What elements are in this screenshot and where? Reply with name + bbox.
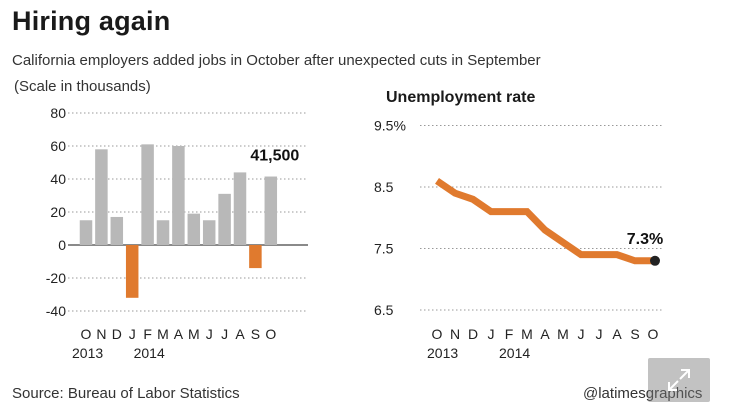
bar xyxy=(141,144,154,245)
bar-x-tick-label: M xyxy=(157,326,169,342)
unemployment-line xyxy=(435,177,653,265)
bar xyxy=(110,216,124,245)
line-x-tick-label: O xyxy=(648,326,659,342)
line-year-label: 2013 xyxy=(427,345,458,361)
line-x-tick-label: F xyxy=(505,326,514,342)
bar xyxy=(172,146,185,245)
bar xyxy=(264,176,278,245)
bar-x-tick-label: O xyxy=(265,326,276,342)
chart-title: Hiring again xyxy=(12,6,171,36)
bar-x-tick-label: D xyxy=(112,326,122,342)
bar-x-tick-label: M xyxy=(188,326,200,342)
line-x-tick-label: N xyxy=(450,326,460,342)
line-x-tick-label: J xyxy=(596,326,603,342)
bar-y-tick-label: 80 xyxy=(50,105,66,121)
bar-x-tick-label: F xyxy=(143,326,152,342)
bar xyxy=(125,245,139,298)
bar xyxy=(202,220,216,245)
source-note: Source: Bureau of Labor Statistics xyxy=(12,385,240,402)
line-x-tick-label: J xyxy=(488,326,495,342)
chart-subtitle: California employers added jobs in Octob… xyxy=(12,52,541,69)
bar xyxy=(249,245,262,269)
scale-note: (Scale in thousands) xyxy=(14,78,151,95)
expand-icon xyxy=(668,369,690,391)
bar-y-tick-label: 60 xyxy=(50,138,66,154)
bar-y-tick-label: 20 xyxy=(50,204,66,220)
bar-x-tick-label: S xyxy=(251,326,260,342)
bar-callout-label: 41,500 xyxy=(250,148,299,165)
last-value-point xyxy=(650,255,660,266)
bar-y-tick-label: -20 xyxy=(46,270,66,286)
line-y-tick-label: 8.5 xyxy=(374,179,394,195)
bar-x-tick-label: A xyxy=(235,326,245,342)
bar-x-tick-label: J xyxy=(206,326,213,342)
bar-year-label: 2014 xyxy=(134,345,165,361)
bar-x-tick-label: J xyxy=(129,326,136,342)
bar-x-tick-label: A xyxy=(174,326,184,342)
bar-x-tick-label: N xyxy=(96,326,106,342)
unemployment-chart-title: Unemployment rate xyxy=(386,89,536,106)
bar xyxy=(233,172,247,245)
expand-button[interactable] xyxy=(648,358,710,402)
line-x-tick-label: M xyxy=(557,326,569,342)
line-callout-label: 7.3% xyxy=(627,231,663,248)
bar-x-tick-label: J xyxy=(221,326,228,342)
line-x-tick-label: A xyxy=(540,326,550,342)
line-x-tick-label: A xyxy=(612,326,622,342)
line-x-tick-label: D xyxy=(468,326,478,342)
line-y-tick-label: 7.5 xyxy=(374,241,394,257)
bar-year-label: 2013 xyxy=(72,345,103,361)
bar xyxy=(187,213,201,245)
bar-y-tick-label: -40 xyxy=(46,303,66,319)
bar-x-tick-label: O xyxy=(81,326,92,342)
bar xyxy=(79,220,93,245)
line-x-tick-label: O xyxy=(432,326,443,342)
bar xyxy=(156,220,170,245)
bar xyxy=(95,149,108,245)
line-x-tick-label: S xyxy=(630,326,639,342)
bar xyxy=(218,193,231,245)
line-y-tick-label: 9.5% xyxy=(374,118,406,134)
line-y-tick-label: 6.5 xyxy=(374,302,394,318)
bar-y-tick-label: 40 xyxy=(50,171,66,187)
line-x-tick-label: M xyxy=(521,326,533,342)
line-year-label: 2014 xyxy=(499,345,530,361)
line-x-tick-label: J xyxy=(578,326,585,342)
bar-y-tick-label: 0 xyxy=(58,237,66,253)
